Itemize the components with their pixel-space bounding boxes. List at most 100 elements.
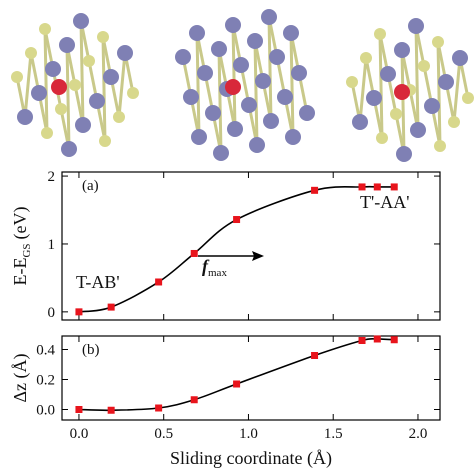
point [190,249,198,257]
bond [414,25,420,131]
atom [117,45,133,61]
atom [346,76,358,88]
point [373,183,381,191]
x-tick-label: 2.0 [409,426,428,442]
atom [283,25,299,41]
atom [205,105,221,121]
point [373,335,381,343]
point [311,186,319,194]
annotation: fmax [202,256,227,279]
arrow-head [252,251,264,261]
y-tick-label: 1 [48,237,56,253]
atom [89,93,105,109]
atom [390,108,402,120]
atom [255,73,271,89]
atom [103,69,119,85]
y-tick-label: 0.0 [36,403,55,419]
atom [396,146,412,162]
annotation: T'-AA' [360,192,409,212]
atom [227,121,243,137]
point [233,380,241,388]
point [233,216,241,224]
x-axis-label: Sliding coordinate (Å) [170,448,332,469]
x-tick-label: 1.0 [239,426,258,442]
plot-frame [61,335,441,421]
atom [380,66,396,82]
point [390,336,398,344]
y-axis-label: E-EGS (eV) [10,206,33,285]
atom [360,52,372,64]
atom [277,89,293,105]
bond [452,57,462,123]
atom [448,116,460,128]
point [311,352,319,359]
atom [233,57,249,73]
y-tick-label: 2 [48,169,56,185]
curve [78,337,395,412]
atom [462,92,474,104]
bond [253,40,259,146]
bond [43,28,49,134]
atom [213,145,229,161]
atom [374,28,386,40]
point [107,303,115,311]
bond [217,48,223,154]
point [107,406,115,414]
atom [438,74,454,90]
x-tick-label: 0.5 [154,426,173,442]
y-axis-label: Δz (Å) [10,353,31,402]
point [155,404,163,412]
atom [410,122,426,138]
atom [241,97,257,113]
bond [358,57,368,123]
bond [436,41,442,147]
atom [113,111,125,123]
atom [452,50,468,66]
atom [366,90,382,106]
atom [269,49,285,65]
atom [299,105,315,121]
atom-highlight [225,79,241,95]
bond [400,49,406,155]
atom [11,71,23,83]
atom [247,33,263,49]
atom [41,127,53,139]
bond [231,24,237,130]
atom [263,113,279,129]
y-label-sub: GS [21,243,33,257]
bond [101,36,107,142]
atom [45,61,61,77]
atom [352,114,368,130]
molecular-structures [11,9,474,162]
y-tick-label: 0 [48,305,56,321]
atom [17,109,33,125]
plot-frame [61,171,441,321]
annotation: T-AB' [76,272,120,292]
bond [267,16,273,122]
atom [225,17,241,33]
y-label-text: E-E [10,258,30,286]
annotation-sub: max [208,267,227,279]
point [358,183,366,191]
point [155,278,163,286]
atom [25,47,37,59]
bond [65,44,71,150]
bond [378,33,384,139]
bond [79,20,85,126]
atom [61,141,77,157]
y-tick-label: 0.2 [36,373,55,389]
atom [261,9,277,25]
atom [55,103,67,115]
bond [23,52,33,118]
atom [39,23,51,35]
atom [97,31,109,43]
atom [197,65,213,81]
point [75,406,83,413]
atom [424,98,440,114]
atom [183,89,199,105]
x-tick-label: 0.0 [70,426,89,442]
atom-highlight [394,84,410,100]
atom [418,60,430,72]
atom [69,79,81,91]
